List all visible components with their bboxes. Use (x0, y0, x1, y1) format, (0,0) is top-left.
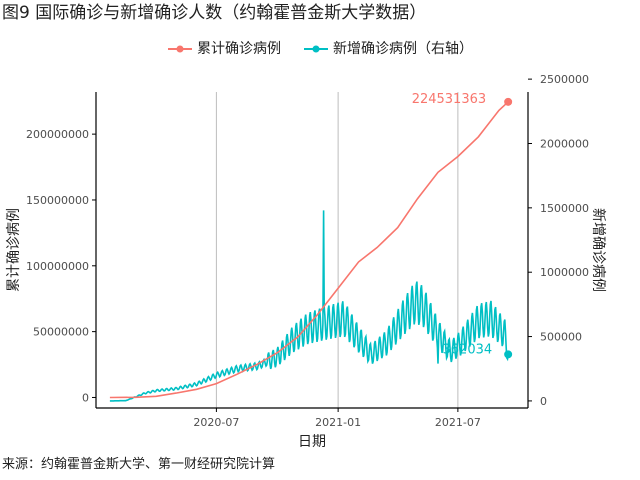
x-tick-label: 2020-07 (193, 416, 239, 429)
series-line-cumulative (109, 101, 509, 399)
y-right-axis-title: 新增确诊病例 (590, 208, 606, 292)
legend-label-cumulative: 累计确诊病例 (197, 41, 281, 57)
y-left-tick-label: 100000000 (26, 260, 89, 273)
legend-item-cumulative: 累计确诊病例 (167, 40, 281, 58)
legend-swatch-cumulative (168, 45, 192, 53)
legend-swatch-new (304, 45, 328, 53)
legend-item-new: 新增确诊病例（右轴） (303, 40, 473, 58)
labels: 224531363 362034 (412, 92, 492, 357)
y-left-axis-title: 累计确诊病例 (6, 208, 22, 292)
series-layer (109, 97, 513, 402)
x-tick-label: 2021-07 (435, 416, 481, 429)
y-right-tick-label: 1500000 (540, 202, 589, 215)
x-tick-label: 2021-01 (315, 416, 361, 429)
y-right-tick-label: 2000000 (540, 137, 589, 150)
chart-legend: 累计确诊病例 新增确诊病例（右轴） (0, 40, 640, 58)
cumulative-end-label: 224531363 (412, 92, 486, 107)
y-right-tick-label: 1000000 (540, 266, 589, 279)
y-right-tick-label: 2500000 (540, 73, 589, 86)
legend-label-new: 新增确诊病例（右轴） (333, 41, 473, 57)
new-cases-end-label: 362034 (443, 342, 493, 357)
source-note: 来源：约翰霍普金斯大学、第一财经研究院计算 (2, 457, 276, 472)
y-left-tick-label: 200000000 (26, 128, 89, 141)
y-left-tick-label: 0 (82, 391, 89, 404)
y-left-tick-label: 150000000 (26, 194, 89, 207)
figure-title: 图9 国际确诊与新增确诊人数（约翰霍普金斯大学数据） (2, 3, 427, 23)
cumulative-end-point (504, 97, 513, 106)
y-right-tick-label: 500000 (540, 331, 582, 344)
gridlines (215, 92, 459, 408)
axes: 2020-07 2021-01 2021-07 0 50000000 100000000 1… (6, 73, 606, 450)
new-cases-end-point (504, 350, 513, 359)
series-line-new-cases (109, 210, 509, 402)
y-left-tick-label: 50000000 (33, 326, 89, 339)
y-right-tick-label: 0 (540, 395, 547, 408)
x-axis-title: 日期 (298, 434, 326, 450)
